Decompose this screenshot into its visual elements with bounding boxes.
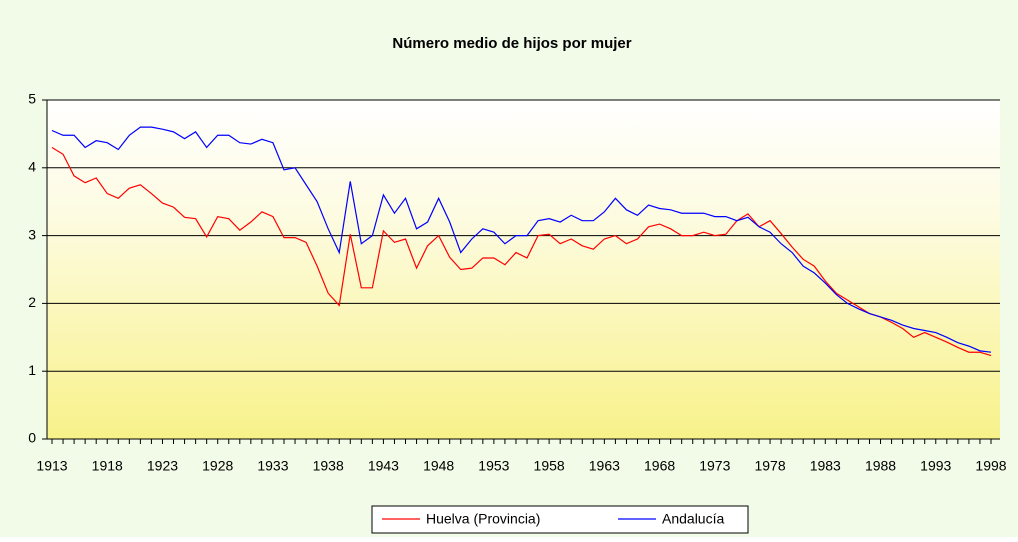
x-tick-label: 1913 <box>36 458 67 474</box>
y-tick-label: 4 <box>28 159 36 175</box>
series-line <box>51 146 992 357</box>
x-tick-label: 1973 <box>699 458 730 474</box>
legend <box>371 505 749 534</box>
x-tick-label: 1968 <box>644 458 675 474</box>
y-tick-label: 0 <box>28 430 36 446</box>
y-tick-label: 1 <box>28 362 36 378</box>
x-tick-label: 1938 <box>313 458 344 474</box>
x-tick-label: 1963 <box>589 458 620 474</box>
x-tick-label: 1983 <box>810 458 841 474</box>
x-tick-label: 1918 <box>92 458 123 474</box>
x-tick-label: 1933 <box>257 458 288 474</box>
x-tick-label: 1978 <box>754 458 785 474</box>
x-tick-label: 1948 <box>423 458 454 474</box>
series-line <box>51 126 992 353</box>
y-tick-label: 3 <box>28 226 36 242</box>
legend-label: Huelva (Provincia) <box>426 511 540 527</box>
x-tick-label: 1988 <box>865 458 896 474</box>
legend-label: Andalucía <box>662 511 724 527</box>
x-tick-label: 1953 <box>478 458 509 474</box>
x-tick-label: 1928 <box>202 458 233 474</box>
x-tick-label: 1943 <box>368 458 399 474</box>
y-tick-label: 5 <box>28 91 36 107</box>
y-tick-label: 2 <box>28 294 36 310</box>
x-tick-label: 1923 <box>147 458 178 474</box>
chart-title: Número medio de hijos por mujer <box>392 35 631 52</box>
x-tick-label: 1998 <box>975 458 1006 474</box>
plot-area <box>47 100 1000 439</box>
x-tick-label: 1993 <box>920 458 951 474</box>
x-tick-label: 1958 <box>534 458 565 474</box>
